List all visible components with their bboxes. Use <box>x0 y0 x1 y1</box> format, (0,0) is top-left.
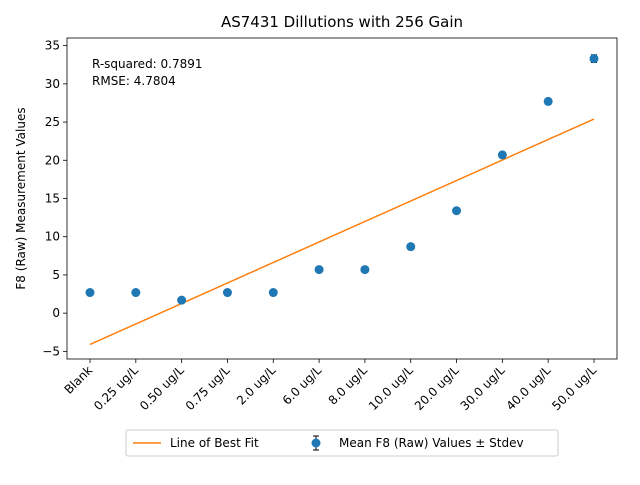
x-tick-label: 10.0 ug/L <box>366 363 416 413</box>
legend-point-label: Mean F8 (Raw) Values ± Stdev <box>339 436 524 450</box>
data-point <box>314 265 324 275</box>
data-marker <box>268 288 278 298</box>
x-tick-label: 8.0 ug/L <box>326 363 371 408</box>
y-axis-label: F8 (Raw) Measurement Values <box>14 107 28 289</box>
data-point <box>268 288 278 298</box>
data-point <box>452 206 462 216</box>
x-tick-label: 30.0 ug/L <box>458 363 508 413</box>
y-tick-label: 10 <box>45 230 60 244</box>
data-point <box>543 96 553 106</box>
chart-title: AS7431 Dillutions with 256 Gain <box>221 13 463 31</box>
legend-line-label: Line of Best Fit <box>170 436 259 450</box>
data-point <box>360 265 370 275</box>
best-fit-line <box>89 118 595 346</box>
data-marker <box>497 150 507 160</box>
x-tick-label: 50.0 ug/L <box>549 363 599 413</box>
data-marker <box>452 206 462 216</box>
data-point <box>497 150 507 160</box>
data-marker <box>406 242 416 252</box>
data-marker <box>360 265 370 275</box>
x-tick-label: 40.0 ug/L <box>503 363 553 413</box>
data-point <box>222 288 232 298</box>
y-tick-label: 30 <box>45 77 60 91</box>
data-marker <box>222 288 232 298</box>
legend-frame <box>125 429 559 457</box>
data-marker <box>85 288 95 298</box>
annotation-r-squared: R-squared: 0.7891 <box>92 57 203 71</box>
x-tick-label: 0.25 ug/L <box>91 363 141 413</box>
data-point <box>177 295 187 305</box>
y-tick-label: 35 <box>45 39 60 53</box>
data-point <box>131 288 141 298</box>
y-tick-label: 5 <box>52 268 60 282</box>
data-marker <box>589 54 599 64</box>
y-tick-label: 25 <box>45 115 60 129</box>
x-tick-label: Blank <box>62 363 96 397</box>
y-tick-label: 15 <box>45 192 60 206</box>
x-tick-label: 0.75 ug/L <box>183 363 233 413</box>
axes-frame <box>66 37 618 360</box>
data-marker <box>131 288 141 298</box>
y-tick-label: −5 <box>42 344 60 358</box>
annotation-rmse: RMSE: 4.7804 <box>92 74 176 88</box>
data-marker <box>177 295 187 305</box>
data-point <box>406 242 416 252</box>
data-marker <box>543 96 553 106</box>
legend-marker <box>311 438 321 448</box>
x-tick-label: 0.50 ug/L <box>137 363 187 413</box>
y-tick-label: 0 <box>52 306 60 320</box>
x-tick-label: 6.0 ug/L <box>280 363 325 408</box>
y-tick-label: 20 <box>45 153 60 167</box>
annotations: R-squared: 0.7891 RMSE: 4.7804 <box>92 57 203 88</box>
legend: Line of Best Fit Mean F8 (Raw) Values ± … <box>125 429 559 457</box>
data-marker <box>314 265 324 275</box>
data-point <box>589 54 599 64</box>
x-tick-label: 2.0 ug/L <box>234 363 279 408</box>
legend-point-swatch <box>311 435 321 451</box>
data-point <box>85 288 95 298</box>
x-tick-label: 20.0 ug/L <box>412 363 462 413</box>
